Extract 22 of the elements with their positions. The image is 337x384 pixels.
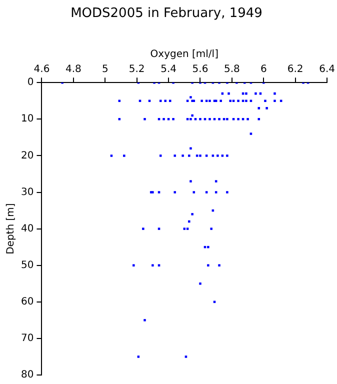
x-axis-title: Oxygen [ml/l] [150,49,219,60]
x-tick-label: 5.4 [160,64,176,76]
x-tick-label: 6.4 [319,64,335,76]
y-tick-label: 20 [20,150,34,162]
x-tick-label: 5 [102,64,108,76]
x-tick-label: 6.2 [287,64,304,76]
x-tick-label: 5.6 [192,64,208,76]
x-tick-label: 4.6 [34,64,50,76]
y-tick-label: 50 [20,260,34,271]
y-tick-label: 30 [20,186,34,198]
chart-title: MODS2005 in February, 1949 [70,6,262,22]
x-tick-label: 5.8 [224,64,240,76]
y-tick-label: 10 [20,114,34,125]
x-tick-label: 6 [260,64,267,76]
y-tick-label: 60 [20,296,34,308]
x-tick-label: 5.2 [128,64,145,76]
y-tick-label: 40 [20,223,34,234]
y-tick-label: 0 [27,77,34,88]
y-tick-label: 70 [20,333,34,344]
x-tick-label: 4.8 [65,64,82,76]
y-tick-label: 80 [20,370,34,381]
y-axis-title: Depth [m] [6,203,17,254]
